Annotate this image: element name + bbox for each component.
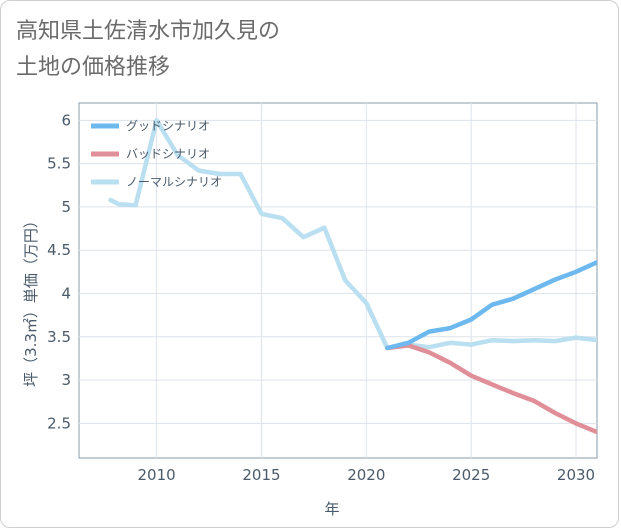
legend-item-label: ノーマルシナリオ	[126, 175, 222, 189]
y-tick-label: 6	[61, 111, 71, 129]
x-tick-label: 2025	[452, 466, 490, 484]
series-line-2	[108, 118, 597, 351]
axis-ticks: 2.5 3 3.5 4 4.5 5 5.5 6 2010 2015 2020 2025 2030	[47, 111, 595, 484]
x-axis-label: 年	[324, 500, 339, 518]
y-tick-label: 3.5	[47, 328, 71, 346]
x-tick-label: 2010	[138, 466, 176, 484]
legend-item-label: バッドシナリオ	[126, 147, 210, 161]
grid-lines	[79, 103, 597, 458]
x-tick-label: 2020	[347, 466, 385, 484]
page-title: 高知県土佐清水市加久見の 土地の価格推移	[16, 19, 281, 80]
y-tick-label: 5.5	[47, 155, 71, 173]
plot-area	[78, 102, 598, 459]
y-tick-label: 3	[61, 371, 71, 389]
y-tick-label: 2.5	[47, 414, 71, 432]
legend-item-label: グッドシナリオ	[126, 119, 210, 133]
series-line-0	[385, 260, 597, 351]
series-line-1	[385, 343, 597, 435]
x-tick-label: 2015	[242, 466, 280, 484]
y-axis-label: 坪（3.3㎡）単価（万円）	[22, 213, 40, 387]
y-tick-label: 4.5	[47, 241, 71, 259]
y-tick-label: 4	[61, 284, 71, 302]
y-tick-label: 5	[61, 198, 71, 216]
x-tick-label: 2030	[557, 466, 595, 484]
series-lines	[108, 118, 597, 435]
